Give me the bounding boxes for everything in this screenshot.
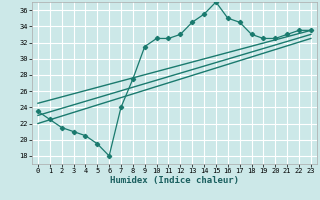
- X-axis label: Humidex (Indice chaleur): Humidex (Indice chaleur): [110, 176, 239, 185]
